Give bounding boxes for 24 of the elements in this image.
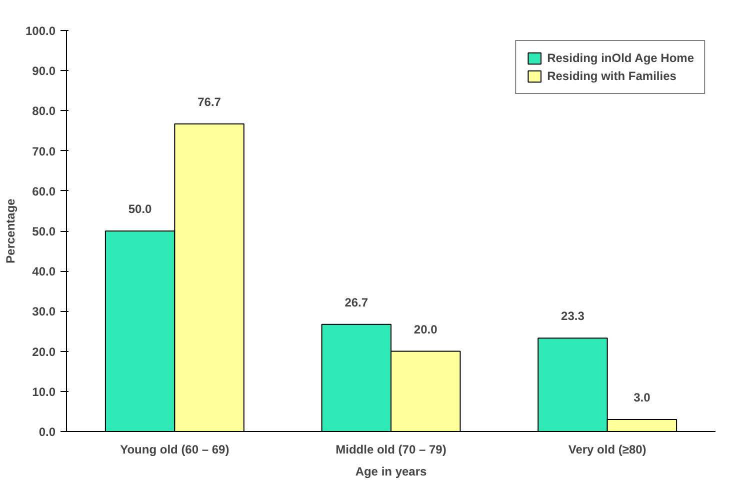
y-tick-label: 30.0 [32, 304, 56, 319]
y-tick-label: 20.0 [32, 344, 56, 359]
y-tick-label: 100.0 [25, 24, 56, 38]
y-tick-label: 80.0 [32, 104, 56, 118]
y-tick-label: 90.0 [32, 64, 56, 78]
legend-label: Residing inOld Age Home [547, 51, 694, 65]
x-tick-label: Very old (≥80) [568, 442, 646, 456]
data-label: 26.7 [344, 295, 368, 310]
data-label: 50.0 [128, 202, 152, 216]
data-label: 76.7 [198, 94, 222, 109]
x-tick-label: Middle old (70 – 79) [336, 442, 446, 456]
y-tick-label: 60.0 [32, 184, 56, 198]
legend-label: Residing with Families [547, 69, 676, 83]
data-label: 3.0 [634, 390, 651, 404]
x-tick-label: Young old (60 – 69) [120, 442, 230, 456]
x-axis-title: Age in years [355, 464, 428, 478]
y-tick-label: 0.0 [38, 425, 56, 439]
data-label: 20.0 [414, 322, 438, 336]
y-tick-label: 40.0 [32, 264, 56, 279]
y-tick-label: 10.0 [32, 384, 56, 399]
data-label: 23.3 [561, 309, 585, 324]
y-tick-label: 50.0 [32, 224, 56, 238]
y-axis-title: Percentage [3, 198, 18, 264]
y-tick-label: 70.0 [32, 144, 56, 158]
